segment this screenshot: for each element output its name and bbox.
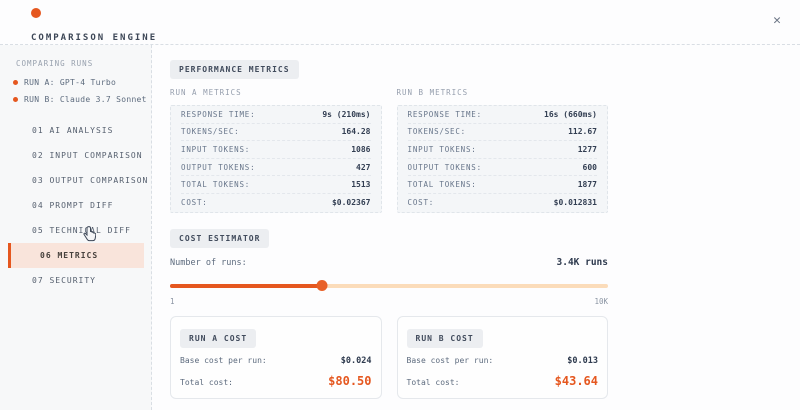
number-of-runs-value: 3.4K runs bbox=[556, 256, 608, 268]
app-header: COMPARISON ENGINE ✕ bbox=[0, 0, 800, 45]
sidebar-nav-item-label: 05 TECHNICAL DIFF bbox=[32, 226, 131, 235]
runs-slider[interactable] bbox=[170, 280, 608, 292]
app-title: COMPARISON ENGINE bbox=[31, 33, 158, 43]
total-cost-value: $80.50 bbox=[328, 373, 372, 388]
sidebar-nav-item[interactable]: 07 SECURITY bbox=[0, 268, 144, 293]
run-label: RUN A: GPT-4 Turbo bbox=[24, 78, 117, 87]
metric-label: TOKENS/SEC: bbox=[407, 127, 466, 137]
metric-value: 1277 bbox=[577, 144, 597, 154]
metric-value: 600 bbox=[582, 162, 597, 172]
cost-cards: RUN A COST Base cost per run: $0.024 Tot… bbox=[170, 315, 608, 399]
metric-label: TOKENS/SEC: bbox=[181, 127, 240, 137]
metric-value: $0.012831 bbox=[553, 198, 597, 208]
metrics-column: RUN B METRICS RESPONSE TIME: 16s (660ms)… bbox=[396, 88, 608, 213]
cost-card: RUN A COST Base cost per run: $0.024 Tot… bbox=[170, 315, 382, 399]
base-cost-value: $0.024 bbox=[340, 355, 372, 366]
brand-dot-icon bbox=[31, 8, 41, 18]
sidebar-nav-item-label: 06 METRICS bbox=[40, 251, 99, 260]
metric-value: 164.28 bbox=[341, 127, 371, 137]
metric-label: RESPONSE TIME: bbox=[407, 109, 482, 119]
metric-value: 16s (660ms) bbox=[544, 109, 597, 119]
sidebar-nav-item-label: 07 SECURITY bbox=[32, 276, 96, 285]
metric-row: TOTAL TOKENS: 1877 bbox=[407, 176, 597, 194]
sidebar-nav-item-label: 01 AI ANALYSIS bbox=[32, 126, 114, 135]
slider-fill bbox=[170, 283, 322, 288]
sidebar-nav-item[interactable]: 02 INPUT COMPARISON bbox=[0, 143, 144, 168]
sidebar-nav-item[interactable]: 01 AI ANALYSIS bbox=[0, 118, 144, 143]
metrics-columns: RUN A METRICS RESPONSE TIME: 9s (210ms) … bbox=[170, 88, 608, 213]
cost-estimator-badge: COST ESTIMATOR bbox=[170, 228, 270, 248]
metric-label: COST: bbox=[181, 198, 208, 208]
metric-row: RESPONSE TIME: 16s (660ms) bbox=[407, 106, 597, 124]
metric-value: $0.02367 bbox=[331, 198, 371, 208]
metric-row: TOKENS/SEC: 112.67 bbox=[407, 124, 597, 142]
close-icon[interactable]: ✕ bbox=[768, 12, 786, 30]
run-bullet-icon bbox=[13, 97, 18, 102]
total-cost-value: $43.64 bbox=[554, 373, 598, 388]
metric-row: TOKENS/SEC: 164.28 bbox=[181, 124, 371, 142]
run-list: RUN A: GPT-4 Turbo RUN B: Claude 3.7 Son… bbox=[0, 78, 151, 104]
metrics-table: RESPONSE TIME: 9s (210ms) TOKENS/SEC: 16… bbox=[170, 105, 382, 213]
metric-label: INPUT TOKENS: bbox=[181, 144, 251, 154]
metric-row: INPUT TOKENS: 1277 bbox=[407, 141, 597, 159]
metric-row: OUTPUT TOKENS: 427 bbox=[181, 159, 371, 177]
metric-value: 1877 bbox=[577, 180, 597, 190]
run-label: RUN B: Claude 3.7 Sonnet bbox=[24, 95, 147, 104]
metrics-table: RESPONSE TIME: 16s (660ms) TOKENS/SEC: 1… bbox=[396, 105, 608, 213]
metric-value: 9s (210ms) bbox=[322, 109, 371, 119]
sidebar-nav-item[interactable]: 05 TECHNICAL DIFF bbox=[0, 218, 144, 243]
run-bullet-icon bbox=[13, 80, 18, 85]
metric-label: INPUT TOKENS: bbox=[407, 144, 477, 154]
metric-row: COST: $0.012831 bbox=[408, 194, 598, 212]
run-item: RUN B: Claude 3.7 Sonnet bbox=[13, 95, 151, 104]
number-of-runs-label: Number of runs: bbox=[170, 257, 247, 268]
sidebar-section-label: COMPARING RUNS bbox=[16, 59, 94, 68]
metrics-column-title: RUN B METRICS bbox=[396, 88, 469, 97]
total-cost-label: Total cost: bbox=[180, 377, 233, 387]
sidebar-nav-item-label: 02 INPUT COMPARISON bbox=[32, 151, 143, 160]
metric-label: OUTPUT TOKENS: bbox=[407, 162, 482, 172]
performance-metrics-badge: PERFORMANCE METRICS bbox=[170, 60, 299, 79]
sidebar-nav-item[interactable]: 04 PROMPT DIFF bbox=[0, 193, 144, 218]
slider-min-label: 1 bbox=[170, 296, 175, 306]
metric-label: TOTAL TOKENS: bbox=[407, 180, 477, 190]
run-item: RUN A: GPT-4 Turbo bbox=[13, 78, 151, 87]
base-cost-label: Base cost per run: bbox=[406, 355, 494, 365]
total-cost-label: Total cost: bbox=[406, 377, 460, 387]
metric-value: 1513 bbox=[351, 180, 371, 190]
sidebar-nav: 01 AI ANALYSIS 02 INPUT COMPARISON 03 OU… bbox=[0, 118, 151, 293]
main-panel: PERFORMANCE METRICS RUN A METRICS RESPON… bbox=[153, 45, 800, 410]
slider-thumb[interactable] bbox=[316, 280, 328, 292]
base-cost-label: Base cost per run: bbox=[180, 355, 267, 365]
slider-track[interactable] bbox=[170, 283, 608, 288]
metric-label: OUTPUT TOKENS: bbox=[181, 162, 256, 172]
metrics-column-title: RUN A METRICS bbox=[170, 88, 242, 97]
metric-row: COST: $0.02367 bbox=[181, 194, 371, 212]
metric-row: TOTAL TOKENS: 1513 bbox=[181, 176, 371, 194]
cost-card-badge: RUN A COST bbox=[180, 328, 257, 348]
metric-label: COST: bbox=[407, 198, 435, 208]
metric-label: TOTAL TOKENS: bbox=[181, 180, 251, 190]
metric-value: 112.67 bbox=[568, 127, 597, 137]
sidebar-nav-item-label: 04 PROMPT DIFF bbox=[32, 201, 114, 210]
metric-row: RESPONSE TIME: 9s (210ms) bbox=[181, 106, 371, 124]
metric-label: RESPONSE TIME: bbox=[181, 109, 256, 119]
sidebar-nav-item[interactable]: 03 OUTPUT COMPARISON bbox=[0, 168, 147, 193]
sidebar-nav-item[interactable]: 06 METRICS bbox=[8, 243, 144, 268]
metric-value: 1086 bbox=[351, 144, 371, 154]
slider-max-label: 10K bbox=[594, 296, 608, 306]
metrics-column: RUN A METRICS RESPONSE TIME: 9s (210ms) … bbox=[170, 88, 382, 213]
sidebar: COMPARING RUNS RUN A: GPT-4 Turbo RUN B:… bbox=[0, 45, 152, 410]
base-cost-value: $0.013 bbox=[567, 355, 598, 366]
cost-card-badge: RUN B COST bbox=[406, 328, 483, 348]
metric-row: INPUT TOKENS: 1086 bbox=[181, 141, 371, 159]
metric-row: OUTPUT TOKENS: 600 bbox=[407, 159, 597, 177]
metric-value: 427 bbox=[356, 162, 371, 172]
cost-card: RUN B COST Base cost per run: $0.013 Tot… bbox=[396, 315, 608, 399]
sidebar-nav-item-label: 03 OUTPUT COMPARISON bbox=[32, 176, 149, 185]
